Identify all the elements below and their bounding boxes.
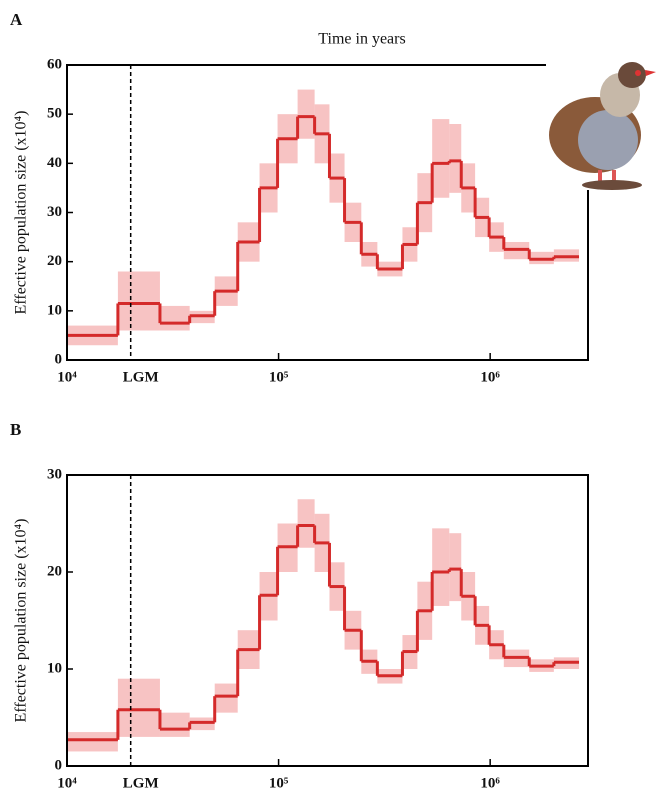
y-tick-label: 10 [47,302,62,318]
annotation: LGM [123,775,159,791]
y-tick-label: 20 [47,563,62,579]
x-tick-label: 10⁴ [57,775,77,791]
x-tick-label: 10⁶ [480,369,500,385]
y-axis-label: Effective population size (x10⁴) [13,111,30,315]
plot-frame [66,474,589,767]
bootstrap-band [449,124,462,193]
y-tick-label: 0 [55,351,63,367]
bootstrap-band [432,528,450,606]
x-tick-label: 10⁵ [269,369,289,385]
chart-title: Time in years [318,31,405,48]
bootstrap-band [117,271,160,331]
bootstrap-band [297,89,315,139]
bird-illustration [546,50,656,190]
x-tick-label: 10⁵ [269,775,289,791]
bootstrap-band [67,732,118,752]
panel-label: A [10,10,23,29]
bootstrap-band [432,119,450,198]
y-tick-label: 30 [47,204,62,220]
y-tick-label: 50 [47,106,62,122]
x-tick-label: 10⁴ [57,369,77,385]
y-tick-label: 30 [47,466,62,482]
y-tick-label: 40 [47,155,62,171]
bootstrap-band [449,533,462,602]
bootstrap-band [117,678,160,737]
x-tick-label: 10⁶ [480,775,500,791]
annotation: LGM [123,369,159,385]
y-tick-label: 20 [47,253,62,269]
bootstrap-band [214,683,238,713]
panel-label: B [10,420,21,439]
bootstrap-band [297,499,315,548]
bootstrap-band [159,712,190,737]
y-tick-label: 60 [47,56,62,72]
bootstrap-band [159,305,190,331]
y-tick-label: 10 [47,660,62,676]
y-tick-label: 0 [55,757,63,773]
y-axis-label: Effective population size (x10⁴) [13,519,30,723]
